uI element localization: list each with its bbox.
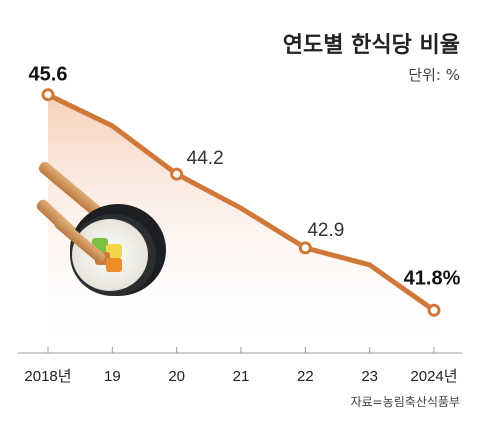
x-tick-label-19: 19	[104, 368, 121, 385]
x-tick-label-2018년: 2018년	[24, 368, 71, 385]
x-tick-label-22: 22	[297, 368, 314, 385]
x-tick-label-20: 20	[168, 368, 185, 385]
x-tick-label-2024년: 2024년	[410, 368, 457, 385]
data-point-20	[170, 167, 184, 181]
gimbap-illustration	[36, 161, 166, 296]
unit-label: 단위: %	[408, 66, 460, 84]
data-point-22	[298, 241, 312, 255]
data-point-2024년	[427, 303, 441, 317]
source-note: 자료=농림축산식품부	[351, 395, 460, 409]
data-label-2024년: 41.8%	[404, 267, 461, 289]
x-tick-label-21: 21	[233, 368, 250, 385]
chart-title: 연도별 한식당 비율	[283, 33, 460, 58]
series-line	[45, 92, 437, 313]
area-fill	[48, 94, 434, 354]
x-tick-label-23: 23	[361, 368, 378, 385]
data-label-20: 44.2	[187, 148, 224, 169]
data-point-2018년	[41, 88, 55, 102]
data-label-22: 42.9	[307, 220, 344, 241]
data-label-2018년: 45.6	[29, 64, 68, 86]
